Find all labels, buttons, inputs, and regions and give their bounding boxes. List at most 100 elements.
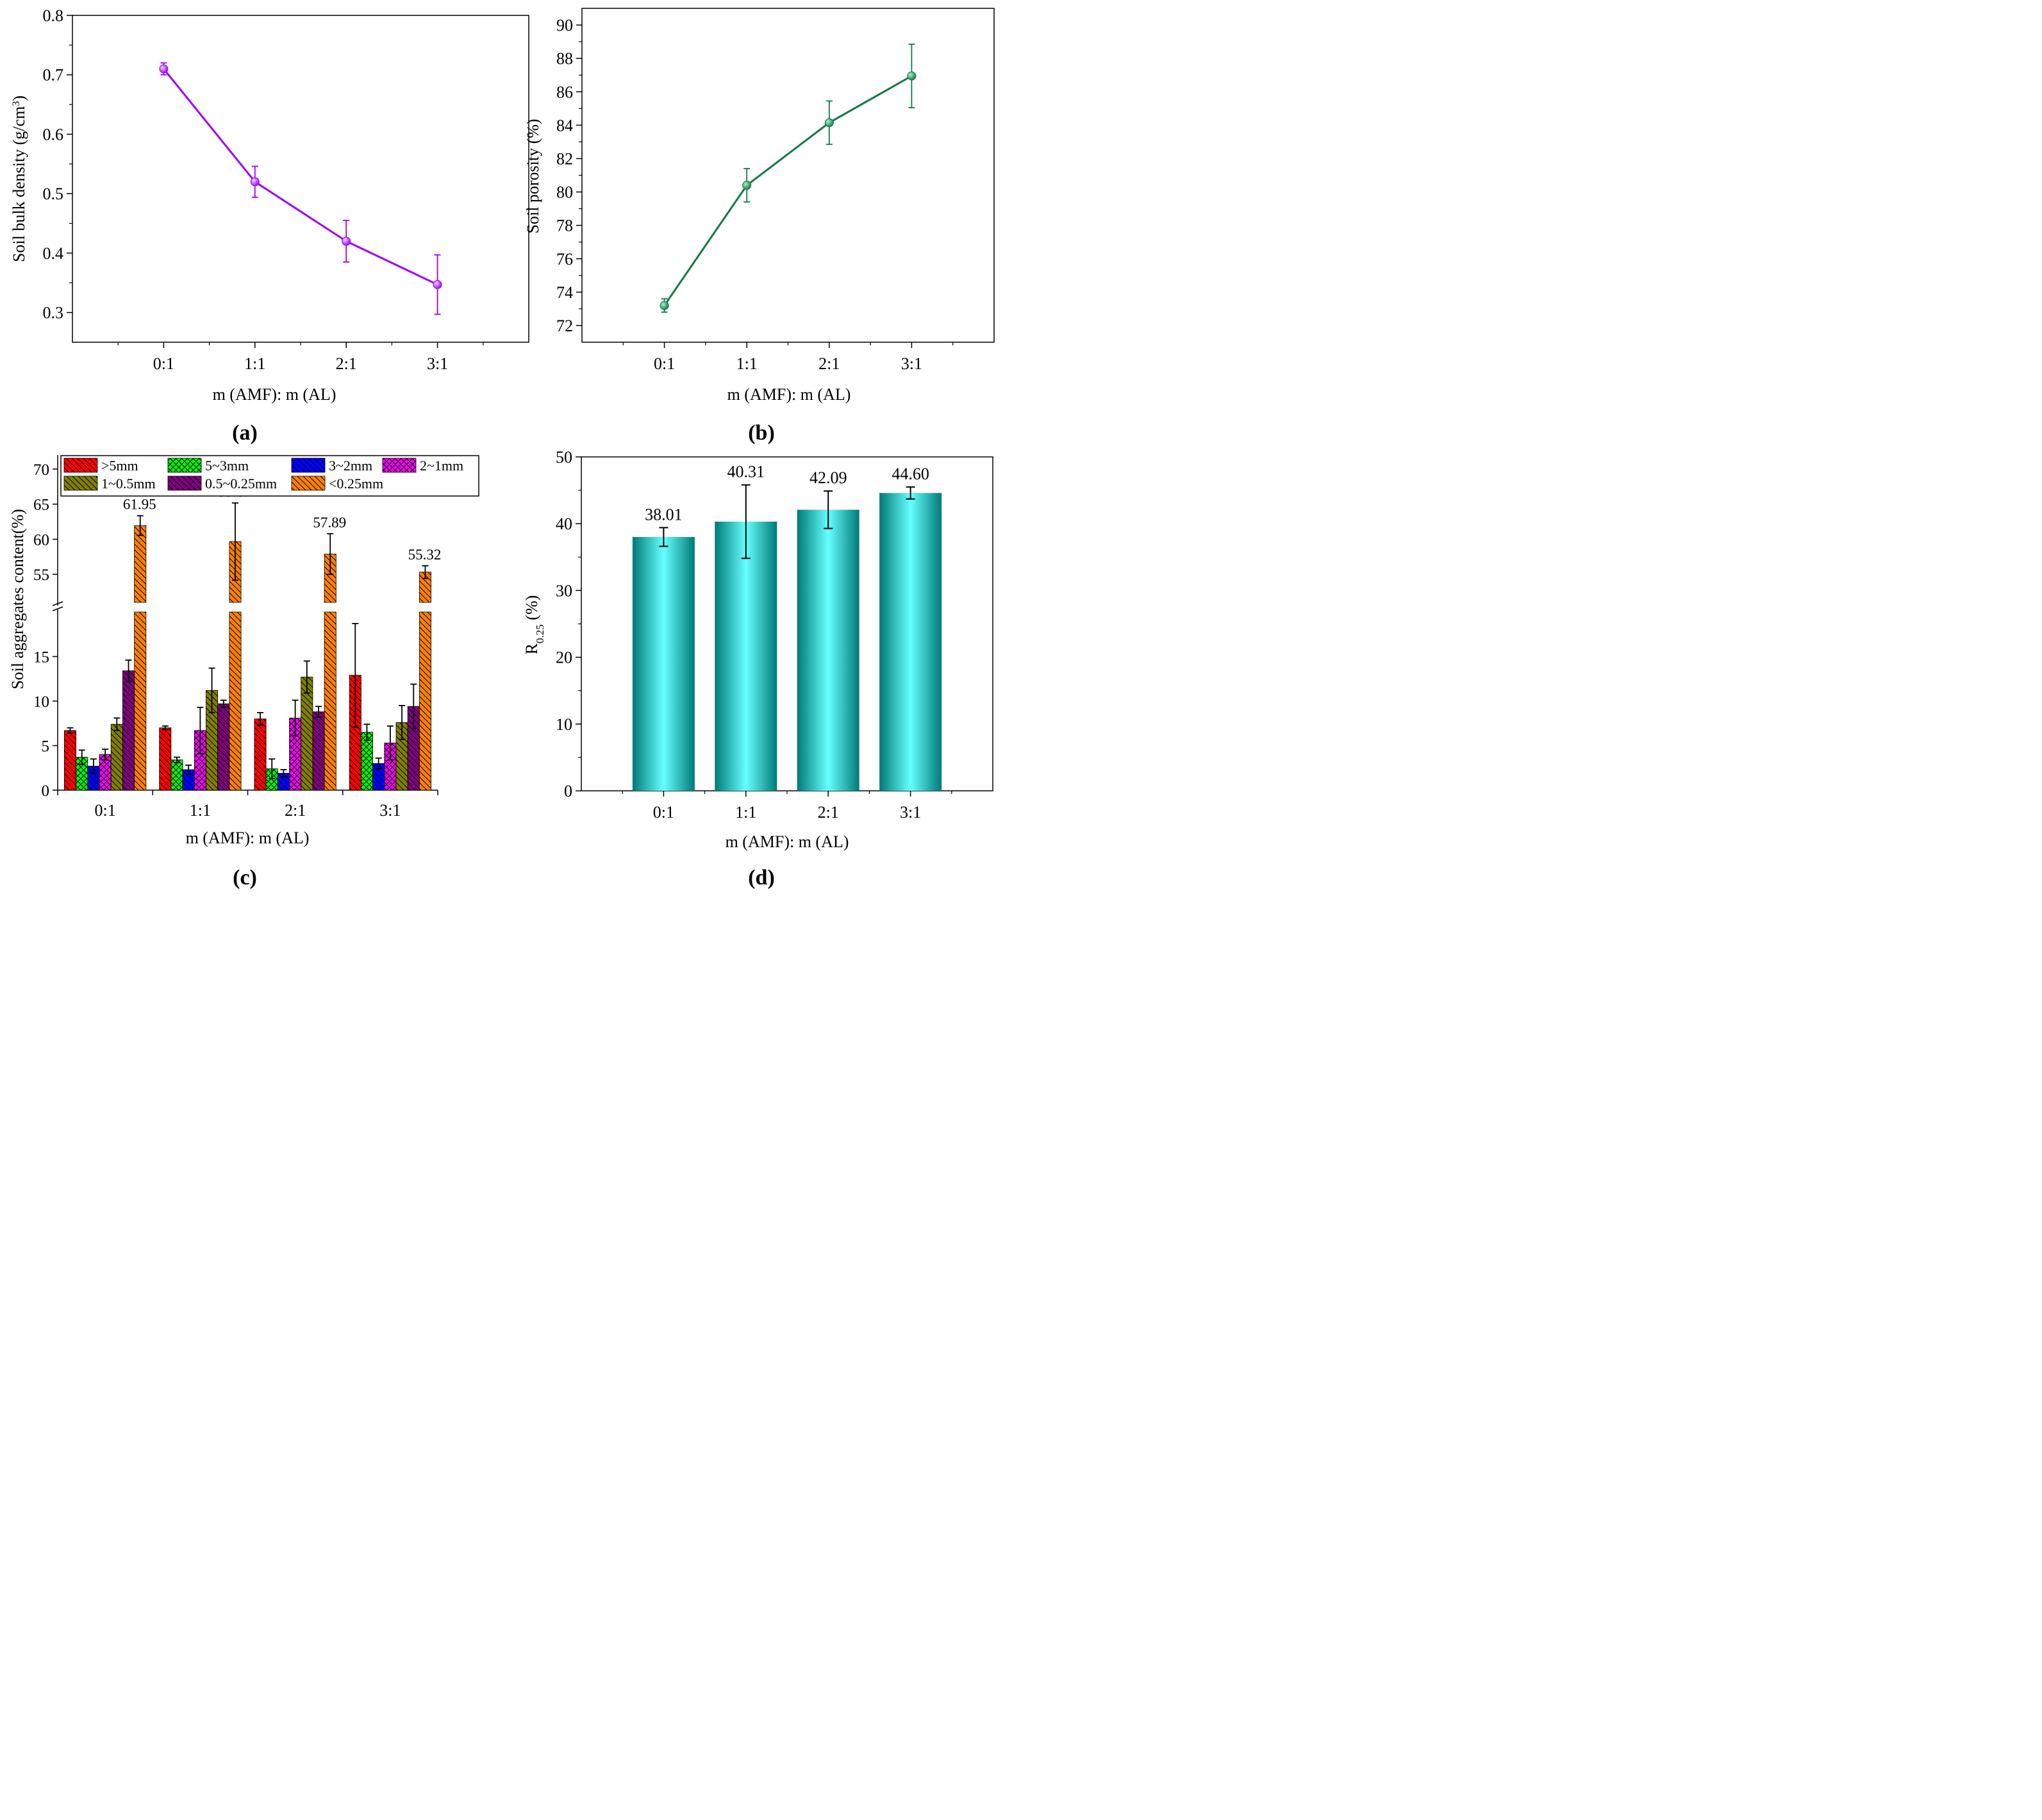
x-tick-label: 0:1: [654, 354, 675, 373]
bar: [110, 724, 123, 791]
x-axis-label: m (AMF): m (AL): [186, 829, 310, 847]
x-tick-label: 3:1: [901, 354, 922, 373]
y-tick-label: 0: [42, 782, 50, 800]
legend-swatch: [291, 476, 326, 491]
y-tick-label: 0: [564, 782, 572, 800]
y-tick-label: 76: [556, 250, 573, 269]
data-label: 61.95: [123, 497, 156, 513]
panel-b-porosity-chart: 72 74 76 78 80 82 84 86 88 90 0:1 1:1 2:1 3:1 m (AMF…: [524, 8, 995, 445]
x-tick-label: 0:1: [95, 801, 116, 820]
panel-label: (d): [748, 866, 775, 889]
bar: [715, 521, 777, 791]
legend-label: 3~2mm: [329, 458, 372, 474]
legend-label: 0.5~0.25mm: [205, 476, 277, 492]
axis-break-mark: [52, 601, 63, 606]
y-tick-label: 30: [556, 581, 572, 600]
x-tick-label: 1:1: [190, 801, 211, 820]
data-label: 38.01: [645, 505, 683, 524]
y-tick-label: 80: [556, 183, 573, 202]
x-tick-label: 1:1: [735, 803, 756, 822]
y-tick-label: 65: [33, 497, 49, 514]
x-tick-label: 2:1: [285, 801, 306, 820]
bar: [301, 677, 313, 791]
figure: 0.3 0.4 0.5 0.6 0.7 0.8 0:1 1:1 2:1 3:1 m (AMF):…: [8, 6, 995, 889]
bar: [254, 718, 267, 791]
data-label: 40.31: [727, 463, 765, 481]
y-tick-label: 86: [556, 83, 573, 101]
data-label: 57.89: [313, 515, 346, 531]
legend-label: <0.25mm: [329, 476, 383, 492]
y-tick-label: 20: [556, 649, 572, 667]
bar: [797, 509, 859, 791]
x-tick-label: 2:1: [818, 803, 839, 822]
y-tick-label: 90: [556, 16, 573, 35]
data-label: 42.09: [809, 468, 847, 487]
y-axis-label-text: Soil bulk density (g/cm: [10, 106, 28, 262]
bar: [122, 670, 135, 791]
bar: [134, 611, 147, 791]
y-tick-label: 0.7: [43, 66, 64, 85]
x-tick-label: 0:1: [653, 803, 674, 822]
y-tick-label: 55: [33, 567, 49, 584]
legend-label: >5mm: [101, 458, 138, 474]
bar: [324, 611, 336, 791]
bar: [879, 493, 942, 791]
series-line: [163, 68, 438, 286]
y-tick-label: 0.3: [43, 304, 64, 322]
y-tick-label: 82: [556, 149, 573, 168]
panel-d-r025-chart: 0 10 20 30 40 50 0:1 1:1 2:1 3:1 38.01 40.31 42.09…: [522, 448, 993, 889]
legend-swatch: [63, 458, 98, 473]
legend-swatch: [167, 476, 202, 491]
y-tick-label: 10: [33, 693, 49, 711]
y-tick-label: 10: [556, 715, 572, 734]
data-point: [250, 177, 260, 186]
data-label: 55.32: [408, 547, 442, 563]
legend-swatch: [291, 458, 326, 473]
panel-label: (a): [232, 421, 258, 445]
axis-break-mark: [52, 606, 63, 611]
data-point: [660, 301, 669, 310]
y-axis-label: R0.25 (%): [522, 595, 546, 655]
bar: [312, 711, 325, 791]
y-tick-label: 84: [556, 116, 573, 135]
y-axis-label: Soil aggregates content(%): [8, 509, 27, 690]
legend-swatch: [382, 458, 417, 473]
y-axis-label: Soil bulk density (g/cm3): [10, 95, 28, 262]
panel-a-bulk-density-chart: 0.3 0.4 0.5 0.6 0.7 0.8 0:1 1:1 2:1 3:1 m (AMF):…: [10, 6, 529, 445]
bar: [229, 611, 242, 791]
series-line: [663, 75, 913, 306]
bar: [632, 536, 695, 791]
bar: [134, 525, 147, 603]
plot-frame: [581, 8, 995, 343]
data-point: [159, 64, 169, 74]
x-tick-label: 2:1: [336, 354, 357, 373]
y-tick-label: 0.4: [43, 244, 64, 263]
x-tick-label: 3:1: [379, 801, 401, 820]
y-tick-label: 60: [33, 531, 49, 549]
plot-frame: [72, 15, 529, 343]
data-label: 44.60: [892, 465, 929, 483]
data-point: [742, 181, 752, 190]
y-tick-label: 50: [556, 448, 572, 467]
y-tick-label: 74: [556, 283, 573, 302]
x-tick-label: 1:1: [736, 354, 758, 373]
x-tick-label: 3:1: [900, 803, 921, 822]
legend-swatch: [63, 476, 98, 491]
legend-swatch: [167, 458, 202, 473]
x-tick-label: 3:1: [427, 354, 448, 373]
y-axis-label: Soil porosity (%): [524, 119, 542, 233]
bar: [360, 732, 373, 791]
bar: [170, 759, 183, 791]
y-tick-label: 0.8: [43, 6, 64, 25]
data-point: [824, 118, 834, 128]
legend-label: 1~0.5mm: [101, 476, 156, 492]
y-axis-label-superscript: 3: [11, 101, 22, 106]
legend: >5mm 5~3mm 3~2mm 2~1mm 1~0.5mm 0.5~0.25mm <0.2…: [60, 455, 479, 497]
y-axis-label-subscript: 0.25: [534, 624, 546, 643]
bar: [217, 703, 230, 791]
x-axis-label: m (AMF): m (AL): [727, 385, 851, 404]
data-point: [433, 280, 442, 290]
y-tick-label: 70: [33, 461, 49, 479]
y-axis-label-rest: (%): [522, 595, 541, 624]
